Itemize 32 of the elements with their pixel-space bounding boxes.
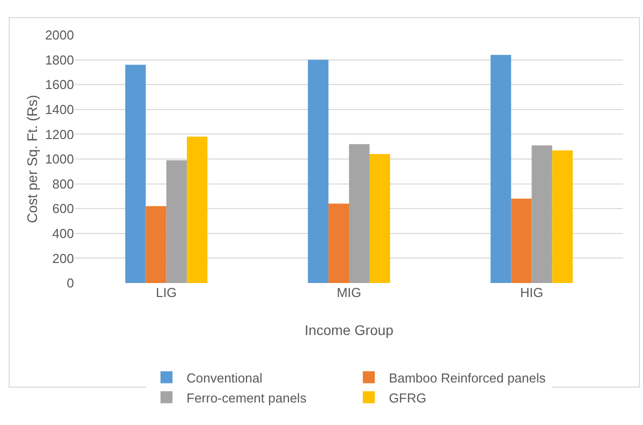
- x-tick-label: LIG: [156, 285, 177, 300]
- bar: [146, 206, 166, 283]
- legend-label: GFRG: [388, 390, 426, 406]
- bar: [490, 54, 512, 283]
- bar: [552, 150, 573, 283]
- y-tick-label: 0: [66, 276, 74, 291]
- y-tick-label: 600: [52, 201, 74, 216]
- y-tick-label: 800: [52, 176, 74, 192]
- x-tick-label: HIG: [520, 285, 544, 300]
- bar: [125, 64, 146, 283]
- bar: [349, 144, 370, 283]
- bar: [186, 136, 208, 283]
- y-tick-label: 1800: [45, 52, 74, 68]
- legend-label: Ferro-cement panels: [186, 390, 307, 406]
- bar: [370, 154, 390, 283]
- x-tick-label: MIG: [336, 285, 362, 300]
- bar: [308, 60, 328, 283]
- bar: [532, 145, 552, 283]
- y-tick-label: 2000: [45, 28, 74, 43]
- legend-label: Bamboo Reinforced panels: [388, 370, 546, 386]
- legend-label: Conventional: [186, 370, 262, 386]
- y-axis-title: Cost per Sq. Ft. (Rs): [24, 94, 40, 224]
- y-tick-label: 1200: [45, 126, 74, 142]
- y-tick-label: 1000: [45, 152, 74, 167]
- bar: [166, 160, 187, 283]
- bar: [511, 198, 532, 283]
- y-tick-label: 1400: [45, 102, 74, 117]
- bar: [328, 204, 349, 283]
- y-tick-label: 1600: [45, 77, 74, 92]
- y-tick-label: 200: [52, 250, 74, 266]
- x-axis-title: Income Group: [304, 322, 394, 338]
- y-tick-label: 400: [52, 226, 74, 241]
